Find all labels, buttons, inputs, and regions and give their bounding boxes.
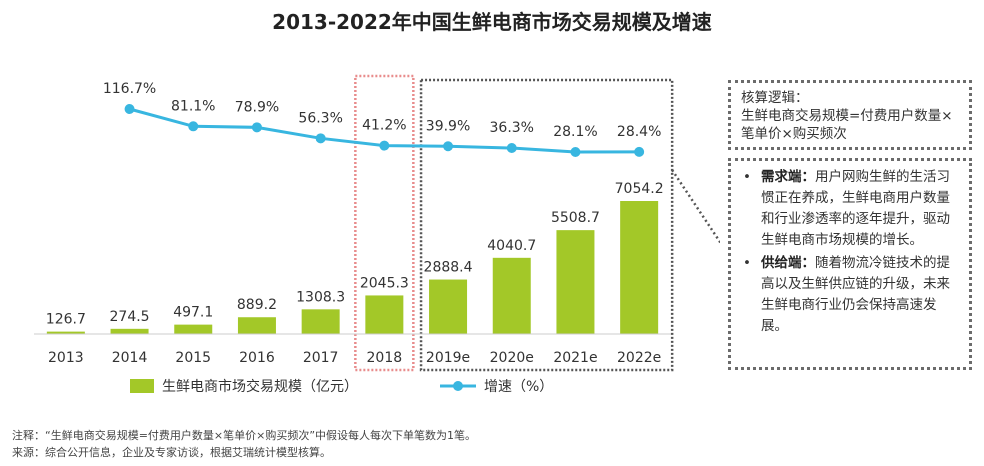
bar-label-2021e: 5508.7 <box>551 210 600 226</box>
legend-bar-label: 生鲜电商市场交易规模（亿元） <box>162 378 358 395</box>
growth-label-2015: 81.1% <box>171 98 215 114</box>
legend-bar-swatch <box>130 379 154 393</box>
growth-point-2014 <box>124 104 135 114</box>
growth-label-2021e: 28.1% <box>553 124 597 140</box>
bar-2013 <box>46 331 85 334</box>
legend-line-marker <box>453 381 463 391</box>
x-tick-2022e: 2022e <box>617 350 661 366</box>
growth-label-2014: 116.7% <box>103 81 156 97</box>
growth-point-2018 <box>379 140 390 151</box>
highlight-2018-frame <box>354 74 415 372</box>
x-tick-2013: 2013 <box>48 350 84 366</box>
detail-box: • 需求端：用户网购生鲜的生活习惯正在养成，生鲜电商用户数量和行业渗透率的逐年提… <box>728 158 972 370</box>
bullet-dot: • <box>743 255 751 271</box>
growth-point-2022e <box>634 146 645 157</box>
footnote-note: 注释：“生鲜电商交易规模=付费用户数量×笔单价×购买频次”中假设每人每次下单笔数… <box>12 429 477 442</box>
chart-canvas: 126.7 274.5 497.1 889.2 1308.3 2045.3 2888.4 40… <box>34 74 720 395</box>
bar-2018 <box>365 295 404 334</box>
bar-label-2013: 126.7 <box>46 312 86 328</box>
growth-point-2019e <box>443 141 454 152</box>
x-tick-2015: 2015 <box>175 350 211 366</box>
growth-label-2016: 78.9% <box>235 99 279 115</box>
demand-text: 用户网购生鲜的生活习惯正在养成，生鲜电商用户数量和行业渗透率的逐年提升，驱动生鲜… <box>761 169 950 248</box>
demand-label: 需求端： <box>761 169 815 185</box>
growth-label-2022e: 28.4% <box>617 124 661 140</box>
logic-text: 生鲜电商交易规模=付费用户数量×笔单价×购买频次 <box>741 108 953 142</box>
bar-2016 <box>237 317 276 334</box>
bar-label-2018: 2045.3 <box>360 275 409 291</box>
bar-2022e <box>620 201 659 334</box>
x-tick-2018: 2018 <box>367 350 403 366</box>
growth-point-2016 <box>251 122 262 133</box>
chart-title: 2013-2022年中国生鲜电商市场交易规模及增速 <box>272 10 712 34</box>
x-tick-2020e: 2020e <box>490 350 534 366</box>
bar-label-2019e: 2888.4 <box>424 260 473 276</box>
x-tick-2016: 2016 <box>239 350 275 366</box>
growth-point-2020e <box>506 143 517 154</box>
legend-line-label: 增速（%） <box>484 379 553 395</box>
bar-2015 <box>174 324 213 334</box>
growth-label-2020e: 36.3% <box>490 120 534 136</box>
bullet-dot: • <box>743 169 751 185</box>
bar-2014 <box>110 328 149 334</box>
growth-label-2017: 56.3% <box>298 110 342 126</box>
demand-bullet: • 需求端：用户网购生鲜的生活习惯正在养成，生鲜电商用户数量和行业渗透率的逐年提… <box>741 167 959 251</box>
growth-label-2019e: 39.9% <box>426 118 470 134</box>
supply-text: 随着物流冷链技术的提高以及生鲜供应链的升级，未来生鲜电商行业仍会保持高速发展。 <box>761 255 950 334</box>
bar-label-2014: 274.5 <box>110 309 150 325</box>
bar-label-2015: 497.1 <box>173 305 213 321</box>
bar-label-2017: 1308.3 <box>296 289 345 305</box>
bar-2019e <box>429 279 468 334</box>
growth-point-2017 <box>315 133 326 144</box>
growth-point-2015 <box>188 121 199 132</box>
x-tick-2017: 2017 <box>303 350 339 366</box>
supply-bullet: • 供给端：随着物流冷链技术的提高以及生鲜供应链的升级，未来生鲜电商行业仍会保持… <box>741 253 959 337</box>
bar-label-2016: 889.2 <box>237 297 277 313</box>
bar-2020e <box>492 257 531 334</box>
growth-point-2021e <box>570 147 581 157</box>
x-tick-2014: 2014 <box>112 350 148 366</box>
logic-title: 核算逻辑： <box>741 90 809 106</box>
logic-box: 核算逻辑： 生鲜电商交易规模=付费用户数量×笔单价×购买频次 <box>728 80 972 150</box>
supply-label: 供给端： <box>761 255 815 271</box>
growth-label-2018: 41.2% <box>362 118 406 134</box>
bar-2017 <box>301 309 340 334</box>
forecast-frame <box>419 78 674 372</box>
connector-line <box>671 169 720 245</box>
x-tick-2021e: 2021e <box>553 350 597 366</box>
bar-2021e <box>556 230 595 334</box>
x-tick-2019e: 2019e <box>426 350 470 366</box>
bar-label-2020e: 4040.7 <box>487 238 536 254</box>
bar-label-2022e: 7054.2 <box>615 181 664 197</box>
footnote-source: 来源：综合公开信息，企业及专家访谈，根据艾瑞统计模型核算。 <box>12 446 331 459</box>
